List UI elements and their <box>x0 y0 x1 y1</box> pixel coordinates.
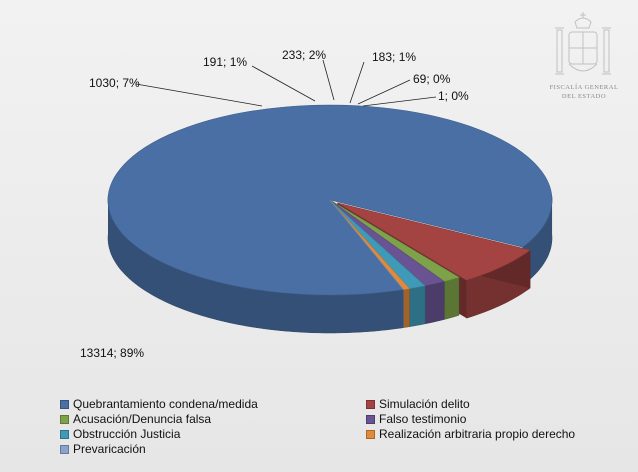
leader-line-2 <box>135 83 263 107</box>
legend-swatch <box>60 429 69 439</box>
legend-swatch <box>366 429 375 439</box>
legend-swatch <box>60 414 69 424</box>
legend-item: Simulación delito <box>366 397 620 411</box>
label-leader-lines <box>135 59 437 107</box>
legend-label: Falso testimonio <box>379 412 467 426</box>
slice-side-3 <box>443 276 460 320</box>
slice-7 <box>329 199 404 291</box>
legend-swatch <box>60 444 69 454</box>
legend: Quebrantamiento condena/medida Simulación… <box>60 397 620 456</box>
leader-line-7 <box>362 96 437 107</box>
legend-label: Simulación delito <box>379 397 470 411</box>
data-label-1: 13314; 89% <box>80 346 144 360</box>
data-label-2: 1030; 7% <box>89 76 140 90</box>
slice-side-5 <box>409 285 426 327</box>
slice-side-6 <box>403 288 410 328</box>
legend-item: Acusación/Denuncia falsa <box>60 412 366 426</box>
legend-item: Obstrucción Justicia <box>60 427 366 441</box>
data-label-3: 191; 1% <box>203 55 247 69</box>
institution-name-line1: FISCALÍA GENERAL <box>549 84 619 91</box>
legend-swatch <box>366 414 375 424</box>
institution-name-line2: DEL ESTADO <box>561 93 607 100</box>
legend-item: Realización arbitraria propio derecho <box>366 427 620 441</box>
data-labels: 13314; 89% 1030; 7% 191; 1% 233; 2% 183; 1% 6… <box>80 48 469 360</box>
data-label-7: 1; 0% <box>438 89 469 103</box>
leader-line-4 <box>322 59 335 101</box>
institution-name: FISCALÍA GENERAL DEL ESTADO <box>548 83 620 101</box>
leader-line-6 <box>357 79 411 105</box>
legend-item: Falso testimonio <box>366 412 620 426</box>
leader-line-5 <box>349 61 365 104</box>
slice-side-4 <box>424 281 445 325</box>
legend-label: Quebrantamiento condena/medida <box>73 397 258 411</box>
leader-line-3 <box>251 65 316 102</box>
coat-of-arms-icon <box>555 12 611 75</box>
data-label-4: 233; 2% <box>282 48 326 62</box>
legend-label: Acusación/Denuncia falsa <box>73 412 212 426</box>
legend-label: Realización arbitraria propio derecho <box>379 427 576 441</box>
legend-label: Obstrucción Justicia <box>73 427 181 441</box>
legend-swatch <box>60 399 69 409</box>
slice-2 <box>337 202 531 281</box>
legend-label: Prevaricación <box>73 442 146 456</box>
legend-item: Quebrantamiento condena/medida <box>60 397 366 411</box>
data-label-5: 183; 1% <box>372 50 416 64</box>
legend-swatch <box>366 399 375 409</box>
data-label-6: 69; 0% <box>413 72 451 86</box>
legend-item: Prevaricación <box>60 442 366 456</box>
pie-slices <box>107 104 553 296</box>
